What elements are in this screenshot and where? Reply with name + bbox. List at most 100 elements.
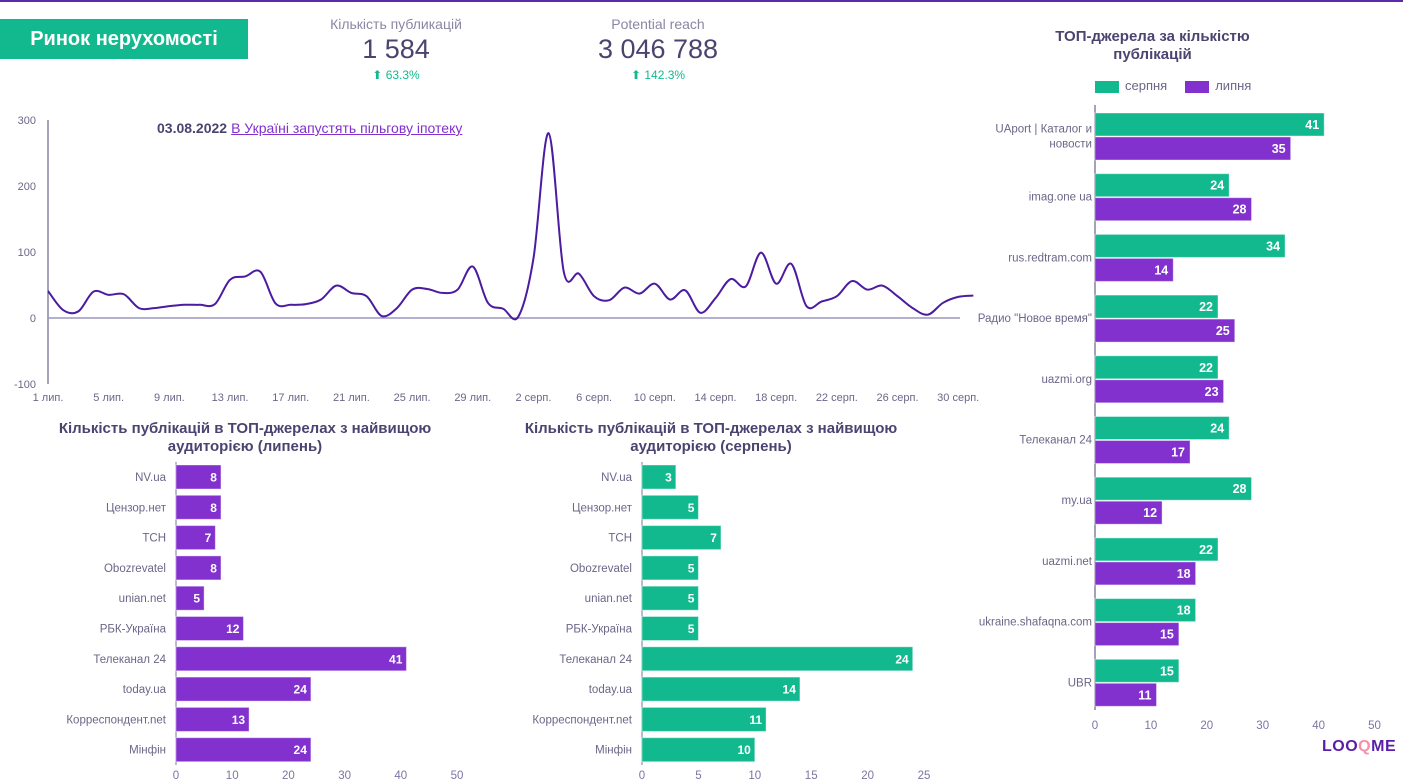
x-tick-label: 50	[1368, 720, 1381, 732]
x-tick-label: 20	[282, 770, 295, 782]
legend-item-august[interactable]: серпня	[1095, 78, 1167, 93]
category-label: today.ua	[123, 684, 167, 696]
x-tick-label: 5 лип.	[93, 392, 124, 404]
legend-item-july[interactable]: липня	[1185, 78, 1251, 93]
bar-july	[1094, 136, 1292, 161]
bar	[641, 616, 699, 641]
bar-august	[1094, 233, 1286, 258]
x-tick-label: 10 серп.	[634, 392, 676, 404]
legend-swatch	[1095, 80, 1119, 93]
bar-value-label: 24	[1210, 422, 1224, 436]
bar-july	[1094, 197, 1253, 222]
x-tick-label: 18 серп.	[755, 392, 797, 404]
bar	[175, 737, 312, 763]
bar-value-label: 5	[688, 561, 695, 575]
category-label: my.ua	[1062, 495, 1093, 507]
bar-value-label: 14	[1154, 263, 1168, 277]
bar	[175, 646, 407, 672]
x-tick-label: 26 серп.	[876, 392, 918, 404]
bar-value-label: 8	[210, 561, 217, 575]
x-tick-label: 29 лип.	[454, 392, 491, 404]
bar-value-label: 25	[1216, 324, 1230, 338]
bar-july	[1094, 379, 1225, 404]
legend-swatch	[1185, 80, 1210, 93]
page-title: Ринок нерухомості	[0, 19, 248, 59]
category-label: Телеканал 24	[93, 654, 166, 666]
x-tick-label: 10	[748, 770, 761, 782]
category-label: новости	[1049, 139, 1092, 151]
kpi-change: 142.3%	[644, 68, 686, 82]
bar-value-label: 10	[737, 743, 751, 757]
bar-value-label: 11	[749, 713, 762, 727]
x-tick-label: 6 серп.	[576, 392, 612, 404]
category-label: Телеканал 24	[559, 654, 632, 666]
bar-value-label: 14	[783, 683, 797, 697]
bar	[175, 555, 222, 581]
bar-value-label: 5	[688, 622, 695, 636]
category-label: Телеканал 24	[1019, 435, 1092, 447]
bar-value-label: 18	[1177, 567, 1191, 581]
x-tick-label: 21 лип.	[333, 392, 370, 404]
x-tick-label: 0	[173, 770, 179, 782]
y-tick-label: 300	[18, 115, 36, 127]
bar-july	[1094, 622, 1180, 647]
bar	[641, 737, 756, 763]
bar-value-label: 8	[210, 471, 217, 485]
x-tick-label: 25 лип.	[394, 392, 431, 404]
kpi-label: Кількість публикацій	[330, 16, 462, 32]
x-tick-label: 10	[226, 770, 239, 782]
x-tick-label: 40	[394, 770, 407, 782]
chart-title-august: Кількість публікацій в ТОП-джерелах з на…	[524, 420, 898, 455]
category-label: NV.ua	[135, 472, 167, 484]
bar-july	[1094, 440, 1191, 464]
bar-value-label: 7	[710, 531, 717, 545]
bar-value-label: 5	[688, 501, 695, 515]
bar-value-label: 5	[193, 592, 200, 606]
bar	[641, 706, 767, 732]
category-label: Корреспондент.net	[532, 714, 632, 726]
x-tick-label: 13 лип.	[212, 392, 249, 404]
category-label: uazmi.net	[1042, 556, 1093, 568]
bar	[641, 494, 699, 520]
bar-value-label: 41	[389, 652, 403, 666]
bar	[175, 585, 205, 611]
bar-value-label: 13	[232, 713, 246, 727]
bar-august	[1094, 294, 1219, 319]
bar-value-label: 18	[1177, 604, 1191, 618]
category-label: UAport | Каталог и	[995, 124, 1092, 136]
category-label: ТСН	[142, 533, 166, 545]
bar-august	[1094, 658, 1180, 683]
bar	[641, 464, 677, 490]
bar-value-label: 17	[1171, 446, 1185, 460]
bar-august	[1094, 598, 1197, 623]
bar-value-label: 34	[1266, 239, 1280, 253]
annotation-link[interactable]: В Україні запустять пільгову іпотеку	[231, 120, 463, 136]
bar-value-label: 22	[1199, 300, 1213, 314]
bar	[641, 676, 801, 702]
bar-august	[1094, 173, 1230, 198]
x-tick-label: 20	[1200, 720, 1213, 732]
x-tick-label: 1 лип.	[33, 392, 64, 404]
category-label: today.ua	[589, 684, 633, 696]
category-label: imag.one ua	[1029, 192, 1093, 204]
category-label: Радио "Новое время"	[978, 313, 1092, 325]
x-tick-label: 2 серп.	[515, 392, 551, 404]
y-tick-label: -100	[14, 379, 36, 391]
arrow-up-icon: ⬆	[372, 68, 383, 82]
category-label: Мінфін	[129, 745, 166, 757]
bar-value-label: 15	[1160, 628, 1174, 642]
legend-label: серпня	[1125, 78, 1168, 93]
x-tick-label: 0	[639, 770, 645, 782]
category-label: Мінфін	[595, 745, 632, 757]
bar-july	[1094, 500, 1163, 525]
category-label: Цензор.нет	[106, 502, 167, 514]
x-tick-label: 14 серп.	[694, 392, 736, 404]
x-tick-label: 9 лип.	[154, 392, 185, 404]
bar-august	[1094, 112, 1325, 137]
bar-value-label: 28	[1233, 203, 1247, 217]
bar-value-label: 7	[205, 531, 212, 545]
x-tick-label: 20	[861, 770, 874, 782]
bar	[641, 585, 699, 611]
bar-value-label: 24	[1210, 179, 1224, 193]
bar-value-label: 12	[1143, 506, 1157, 520]
